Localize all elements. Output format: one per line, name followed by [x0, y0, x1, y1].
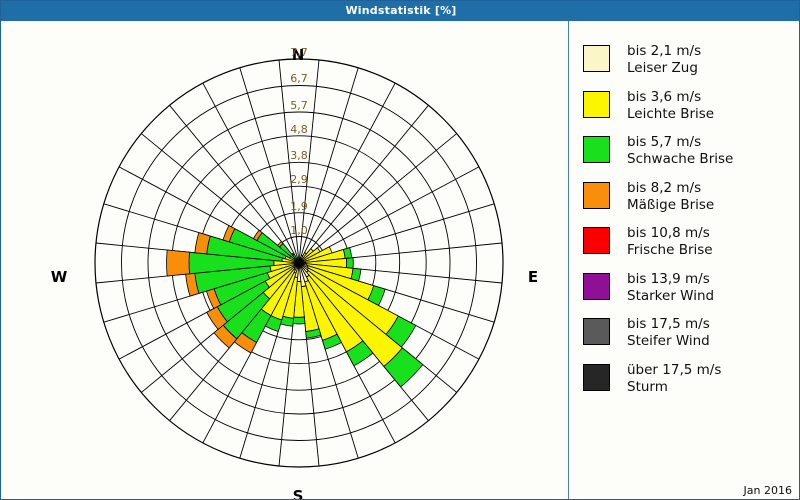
grid-spoke [298, 133, 457, 264]
wind-rose-segment [346, 257, 354, 269]
wind-rose-svg [94, 58, 504, 468]
radial-tick-label: 6,7 [290, 72, 308, 86]
radial-tick-label: 5,7 [290, 98, 308, 112]
radial-tick-label: 1,9 [290, 199, 308, 213]
wind-rose-segment [345, 340, 374, 367]
legend-item-text: bis 10,8 m/s Frische Brise [627, 225, 713, 259]
legend-class-name: Steifer Wind [627, 333, 710, 349]
grid-spoke [239, 67, 300, 264]
wind-rose-segment [213, 324, 238, 349]
legend-color-swatch [583, 181, 610, 209]
radial-tick-label: 1,0 [290, 223, 308, 237]
legend-speed-label: bis 5,7 m/s [627, 134, 702, 150]
radial-tick-label: 4,8 [290, 122, 308, 136]
wind-rose-segment [252, 229, 263, 242]
legend-color-swatch [583, 363, 610, 391]
legend-speed-label: bis 17,5 m/s [627, 316, 710, 332]
legend-item-text: bis 5,7 m/s Schwache Brise [627, 134, 733, 168]
legend-item[interactable]: bis 13,9 m/s Starker Wind [583, 271, 714, 305]
wind-rose-segment [222, 224, 236, 243]
grid-spoke [169, 105, 300, 264]
legend-color-swatch [583, 90, 610, 118]
wind-rose-segment [276, 240, 284, 248]
legend-class-name: Schwache Brise [627, 151, 734, 167]
legend-item[interactable]: bis 5,7 m/s Schwache Brise [583, 134, 733, 168]
legend-color-swatch [583, 227, 610, 254]
wind-rose-segment [342, 247, 353, 259]
legend-class-name: Leiser Zug [627, 60, 698, 76]
wind-rose-segment [321, 333, 343, 350]
wind-rose-petals [166, 224, 424, 388]
legend-speed-label: bis 2,1 m/s [627, 43, 702, 59]
legend-item-text: bis 3,6 m/s Leichte Brise [627, 89, 714, 123]
compass-label-east: E [527, 268, 539, 286]
legend-item[interactable]: bis 8,2 m/s Mäßige Brise [583, 180, 714, 214]
legend-class-name: Sturm [627, 378, 668, 395]
window-content: N E S W 1,0 1,9 2,9 3,8 4,8 5,7 6,7 7,7 bis 2,1… [2, 21, 799, 499]
grid-ring [121, 85, 477, 441]
legend-item-text: bis 8,2 m/s Mäßige Brise [627, 180, 714, 214]
wind-rose-segment [206, 306, 228, 330]
radial-tick-label: 3,8 [290, 149, 308, 163]
footer-date: Jan 2016 [743, 484, 792, 497]
grid-spoke [298, 59, 320, 264]
radial-tick-label: 7,7 [290, 46, 308, 59]
legend-speed-label: bis 13,9 m/s [627, 270, 710, 287]
legend-color-swatch [583, 272, 610, 300]
grid-ring [147, 111, 451, 415]
wind-rose-plot: N E S W 1,0 1,9 2,9 3,8 4,8 5,7 6,7 7,7 [2, 21, 568, 499]
wind-rose-segment [291, 252, 295, 256]
legend-item-text: über 17,5 m/s Sturm [627, 362, 721, 396]
legend-item-text: bis 2,1 m/s Leiser Zug [627, 43, 701, 77]
legend-class-name: Starker Wind [627, 287, 715, 304]
wind-rose-segment [194, 232, 211, 255]
radial-tick-label: 2,9 [290, 173, 308, 187]
window-titlebar: Windstatistik [%] [1, 1, 799, 21]
legend-speed-label: bis 3,6 m/s [627, 88, 702, 105]
grid-spoke [298, 82, 396, 264]
grid-spoke [278, 59, 300, 264]
wind-rose-segment [166, 249, 191, 277]
legend-speed-label: bis 10,8 m/s [627, 225, 710, 241]
legend-item[interactable]: bis 17,5 m/s Steifer Wind [583, 316, 710, 350]
compass-label-south: S [292, 487, 304, 500]
legend-item-text: bis 17,5 m/s Steifer Wind [627, 316, 710, 350]
wind-rose-segment [305, 328, 322, 339]
legend-class-name: Mäßige Brise [627, 196, 715, 213]
legend-item[interactable]: bis 10,8 m/s Frische Brise [583, 225, 713, 259]
compass-label-west: W [50, 268, 68, 286]
grid-spoke [298, 105, 429, 264]
legend-color-swatch [583, 136, 610, 163]
legend-class-name: Leichte Brise [627, 105, 715, 122]
legend-color-swatch [583, 318, 610, 345]
grid-ring [94, 58, 504, 468]
legend-item[interactable]: bis 3,6 m/s Leichte Brise [583, 89, 714, 123]
legend-speed-label: bis 8,2 m/s [627, 179, 702, 196]
grid-spoke [298, 67, 359, 264]
legend-item-text: bis 13,9 m/s Starker Wind [627, 271, 714, 305]
grid-spoke [202, 82, 300, 264]
legend-panel: bis 2,1 m/s Leiser Zug bis 3,6 m/s Leichte … [568, 21, 799, 499]
wind-rose-segment [292, 316, 306, 325]
legend-item[interactable]: bis 2,1 m/s Leiser Zug [583, 43, 701, 77]
legend-color-swatch [583, 45, 610, 72]
compass-label-north: N [291, 46, 305, 64]
legend-item[interactable]: über 17,5 m/s Sturm [583, 362, 721, 396]
legend-class-name: Frische Brise [627, 242, 713, 258]
wind-rose-segment [383, 347, 424, 388]
legend-speed-label: über 17,5 m/s [627, 361, 722, 378]
